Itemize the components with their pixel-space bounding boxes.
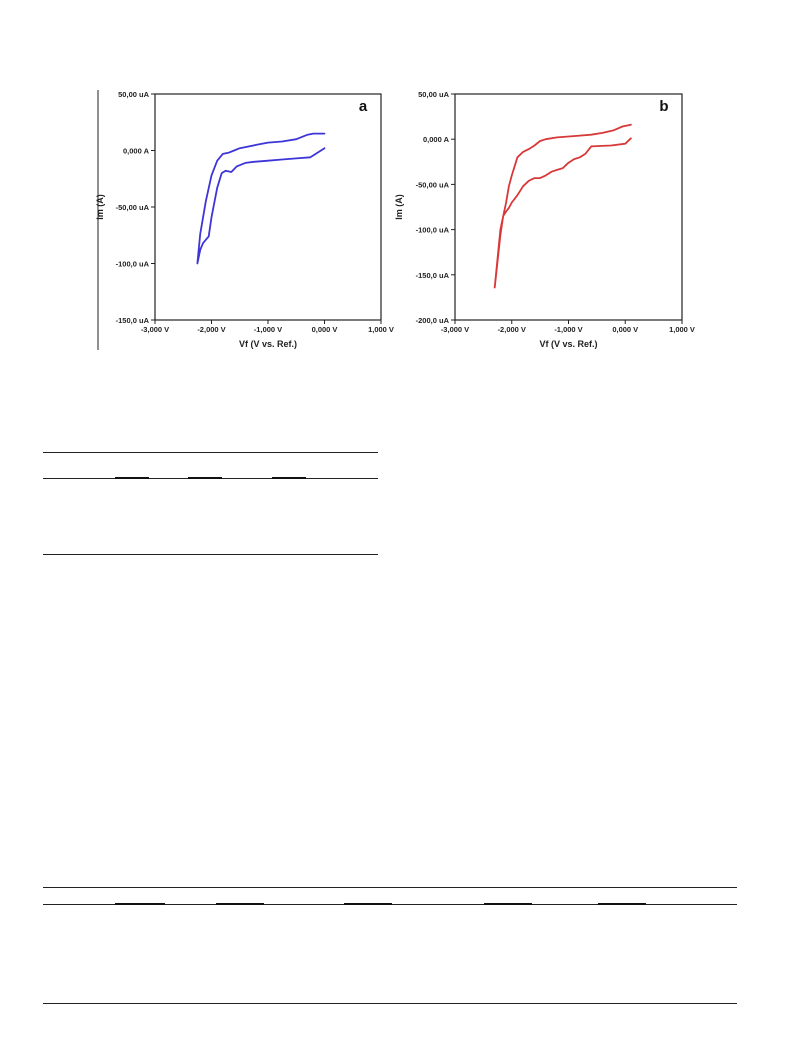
x-tick-label: -2,000 V [498, 325, 526, 334]
x-tick-label: 1,000 V [368, 325, 394, 334]
table-rule-bottom-1 [43, 554, 378, 555]
y-tick-label: -150,0 uA [416, 271, 450, 280]
table-column-rule-2c [344, 903, 392, 905]
y-tick-label: -100,0 uA [116, 260, 150, 269]
y-tick-label: 0,000 A [123, 147, 150, 156]
panel-label: a [359, 98, 368, 115]
y-tick-label: -100,0 uA [416, 226, 450, 235]
y-tick-label: -200,0 uA [416, 316, 450, 325]
y-tick-label: -50,00 uA [116, 203, 150, 212]
table-column-rule-2d [484, 903, 532, 905]
y-tick-label: 0,000 A [423, 135, 450, 144]
x-axis-title: Vf (V vs. Ref.) [539, 339, 597, 349]
table-column-rule-2b [216, 903, 264, 905]
x-tick-label: -3,000 V [141, 325, 169, 334]
x-tick-label: -1,000 V [254, 325, 282, 334]
x-tick-label: 0,000 V [612, 325, 638, 334]
voltammogram-line [196, 132, 326, 265]
voltammogram-line [493, 123, 632, 289]
chart-panel-a: -3,000 V -2,000 V -1,000 V 0,000 V 1,000 V 50… [95, 90, 394, 350]
table-rule-top-1 [43, 452, 378, 453]
panel-label: b [659, 98, 668, 115]
plot-frame [154, 93, 382, 321]
table-column-rule-1b [188, 477, 222, 479]
table-column-rule-2e [598, 903, 646, 905]
chart-panel-b: -3,000 V -2,000 V -1,000 V 0,000 V 1,000 V 50… [394, 90, 695, 349]
x-axis-title: Vf (V vs. Ref.) [239, 339, 297, 349]
table-rule-top-2 [43, 887, 737, 888]
table-column-rule-1c [272, 477, 306, 479]
y-tick-label: 50,00 uA [418, 90, 449, 99]
table-column-rule-2a [115, 903, 165, 905]
x-tick-label: 1,000 V [669, 325, 695, 334]
x-tick-label: 0,000 V [312, 325, 338, 334]
x-tick-label: -3,000 V [441, 325, 469, 334]
table-column-rule-1a [115, 477, 149, 479]
plot-frame [454, 93, 683, 321]
y-tick-label: 50,00 uA [118, 90, 149, 99]
table-rule-bottom-2 [43, 1003, 737, 1004]
x-tick-label: -1,000 V [554, 325, 582, 334]
x-tick-label: -2,000 V [197, 325, 225, 334]
y-tick-label: -50,00 uA [416, 180, 450, 189]
y-axis-title: Im (A) [95, 194, 105, 220]
y-tick-label: -150,0 uA [116, 316, 150, 325]
y-axis-title: Im (A) [394, 194, 404, 220]
